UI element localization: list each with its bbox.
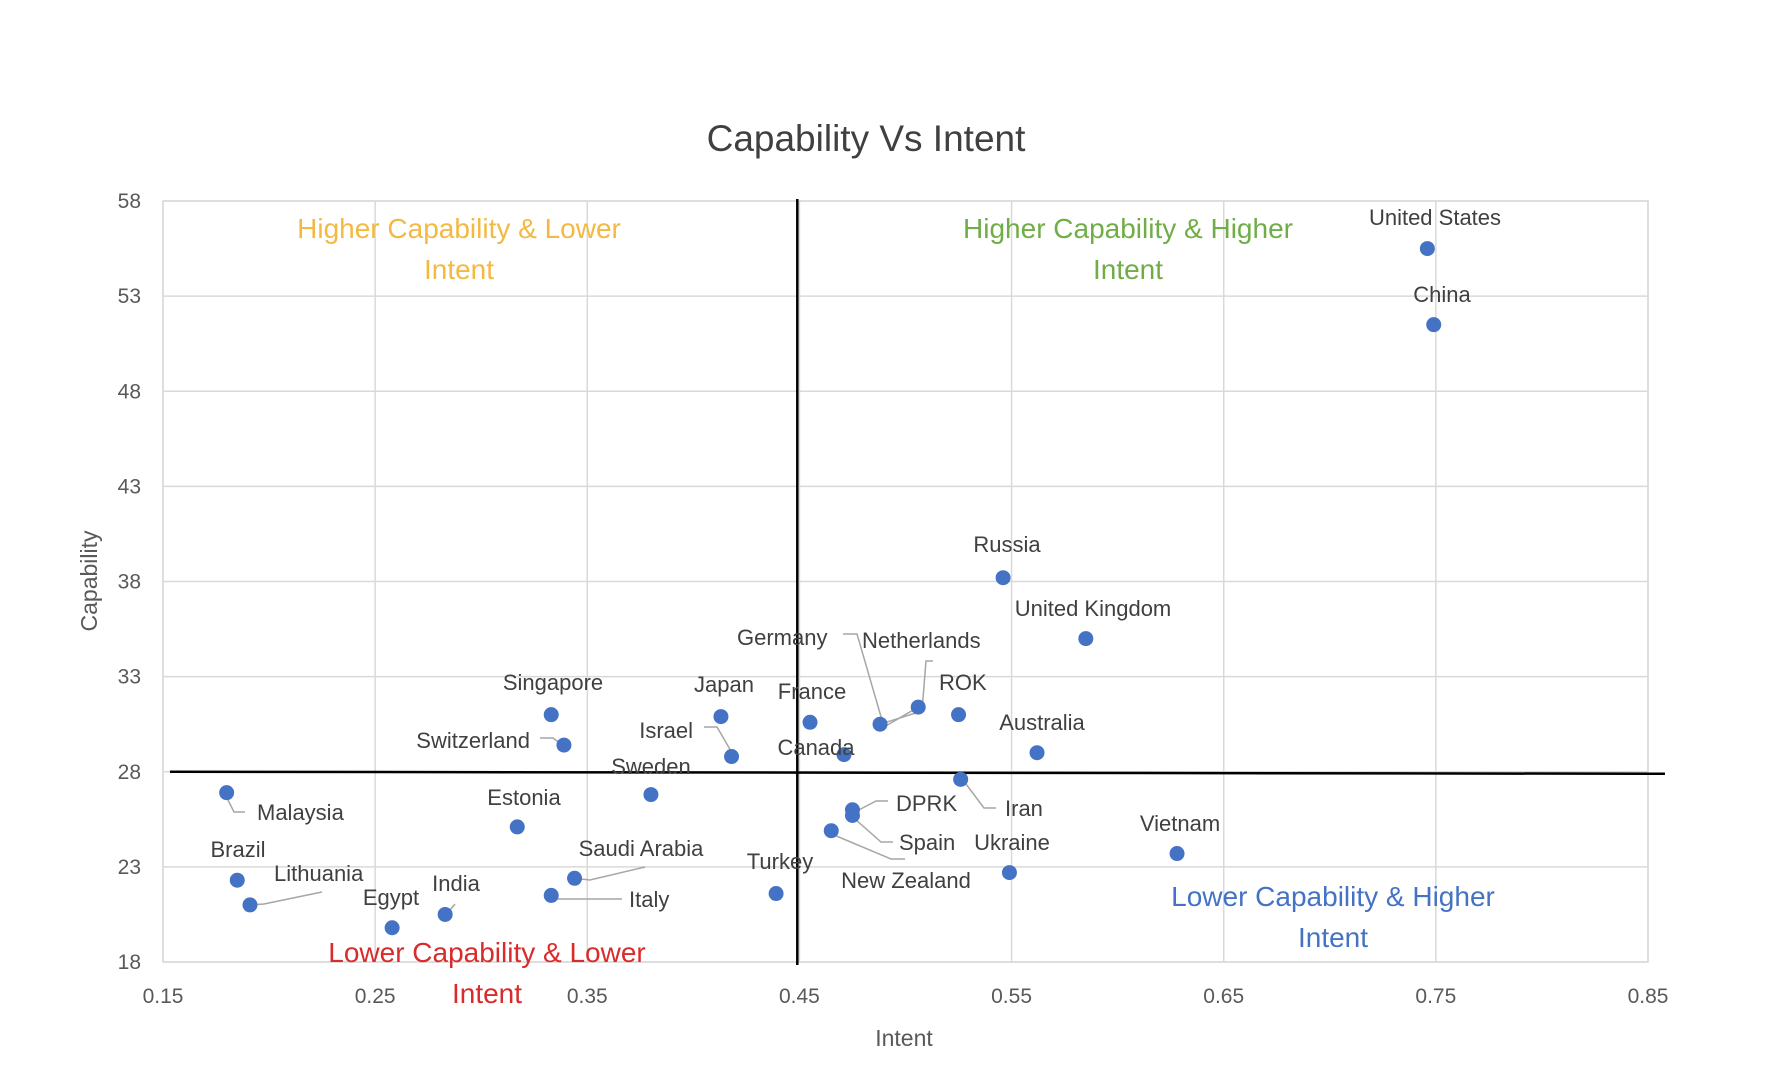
point-label: Egypt [363,885,419,910]
point-label: Canada [777,735,855,760]
point-label: India [432,871,480,896]
point-label: Japan [694,672,754,697]
x-tick-label: 0.65 [1203,985,1244,1008]
y-tick-label: 43 [118,475,141,498]
y-tick-label: 18 [118,951,141,974]
point-label: Spain [899,830,955,855]
data-point [643,787,659,803]
data-point [823,823,839,839]
quadrant-dividers [169,199,1666,965]
data-point [219,785,235,801]
quadrant-label: Intent [424,254,494,285]
data-point [953,771,969,787]
data-points [219,241,1442,936]
leader-line [574,866,646,881]
data-point [229,872,245,888]
leader-line [830,830,905,860]
data-point [995,570,1011,586]
point-label: Germany [737,625,827,650]
chart-title: Capability Vs Intent [707,118,1027,159]
point-label: Russia [973,532,1041,557]
point-label: Switzerland [416,728,530,753]
leader-line [843,633,919,729]
point-label: Malaysia [257,800,345,825]
data-point [802,714,818,730]
x-tick-label: 0.45 [779,985,820,1008]
x-tick-label: 0.75 [1415,985,1456,1008]
data-point [836,747,852,763]
data-point [1078,631,1094,647]
point-label: China [1413,282,1471,307]
point-label: Turkey [747,849,813,874]
data-point [1426,317,1442,333]
quadrant-label: Higher Capability & Lower [297,213,621,244]
data-point [844,808,860,824]
leader-line [249,891,323,906]
data-point [556,737,572,753]
point-label: Netherlands [862,628,981,653]
point-label: DPRK [896,791,957,816]
x-tick-label: 0.85 [1628,985,1669,1008]
point-label: Lithuania [274,861,364,886]
data-point [384,920,400,936]
point-label: Brazil [210,837,265,862]
y-tick-label: 53 [118,285,141,308]
data-point [1419,241,1435,257]
data-point [872,716,888,732]
point-label: France [778,679,846,704]
quadrant-label: Intent [1298,922,1368,953]
x-tick-label: 0.55 [991,985,1032,1008]
x-tick-label: 0.25 [355,985,396,1008]
data-point [1169,846,1185,862]
x-axis-title: Intent [875,1025,933,1051]
point-label: Italy [629,887,669,912]
point-label: Singapore [503,670,603,695]
point-label: Ukraine [974,830,1050,855]
data-point [509,819,525,835]
data-point [1001,865,1017,881]
quadrant-label: Higher Capability & Higher [963,213,1293,244]
data-point [242,897,258,913]
quadrant-labels: Higher Capability & Lower Intent Higher Ca… [297,213,1495,1009]
data-point [437,906,453,922]
point-label: Israel [639,718,693,743]
point-label: Australia [999,710,1085,735]
x-tick-label: 0.15 [143,985,184,1008]
horizontal-divider [169,770,1666,775]
data-point [951,707,967,723]
plot-area [162,200,1649,963]
axis-ticks: 0.15 0.25 0.35 0.45 0.55 0.65 0.75 0.85 18 23 28 33… [118,190,1669,1008]
y-axis-title: Capability [76,530,102,631]
point-label: Iran [1005,796,1043,821]
point-label: Estonia [487,785,561,810]
y-tick-label: 23 [118,856,141,879]
point-label: United Kingdom [1015,596,1172,621]
data-point [567,870,583,886]
point-label: Vietnam [1140,811,1220,836]
point-labels: United States China Russia United Kingdom Ne… [210,205,1501,912]
point-label: ROK [939,670,987,695]
data-point [543,707,559,723]
data-point [543,887,559,903]
quadrant-label: Lower Capability & Higher [1171,881,1495,912]
data-point [724,749,740,765]
y-tick-label: 48 [118,380,141,403]
point-label: New Zealand [841,868,971,893]
data-point [1029,745,1045,761]
x-tick-label: 0.35 [567,985,608,1008]
y-tick-label: 38 [118,571,141,594]
data-point [713,709,729,725]
quadrant-label: Lower Capability & Lower [328,937,646,968]
point-label: Saudi Arabia [579,836,705,861]
quadrant-label: Intent [452,978,522,1009]
data-point [910,699,926,715]
point-label: United States [1369,205,1501,230]
y-tick-label: 28 [118,761,141,784]
data-point [768,886,784,902]
y-tick-label: 33 [118,666,141,689]
quadrant-label: Intent [1093,254,1163,285]
point-label: Sweden [611,754,691,779]
y-tick-label: 58 [118,190,141,213]
